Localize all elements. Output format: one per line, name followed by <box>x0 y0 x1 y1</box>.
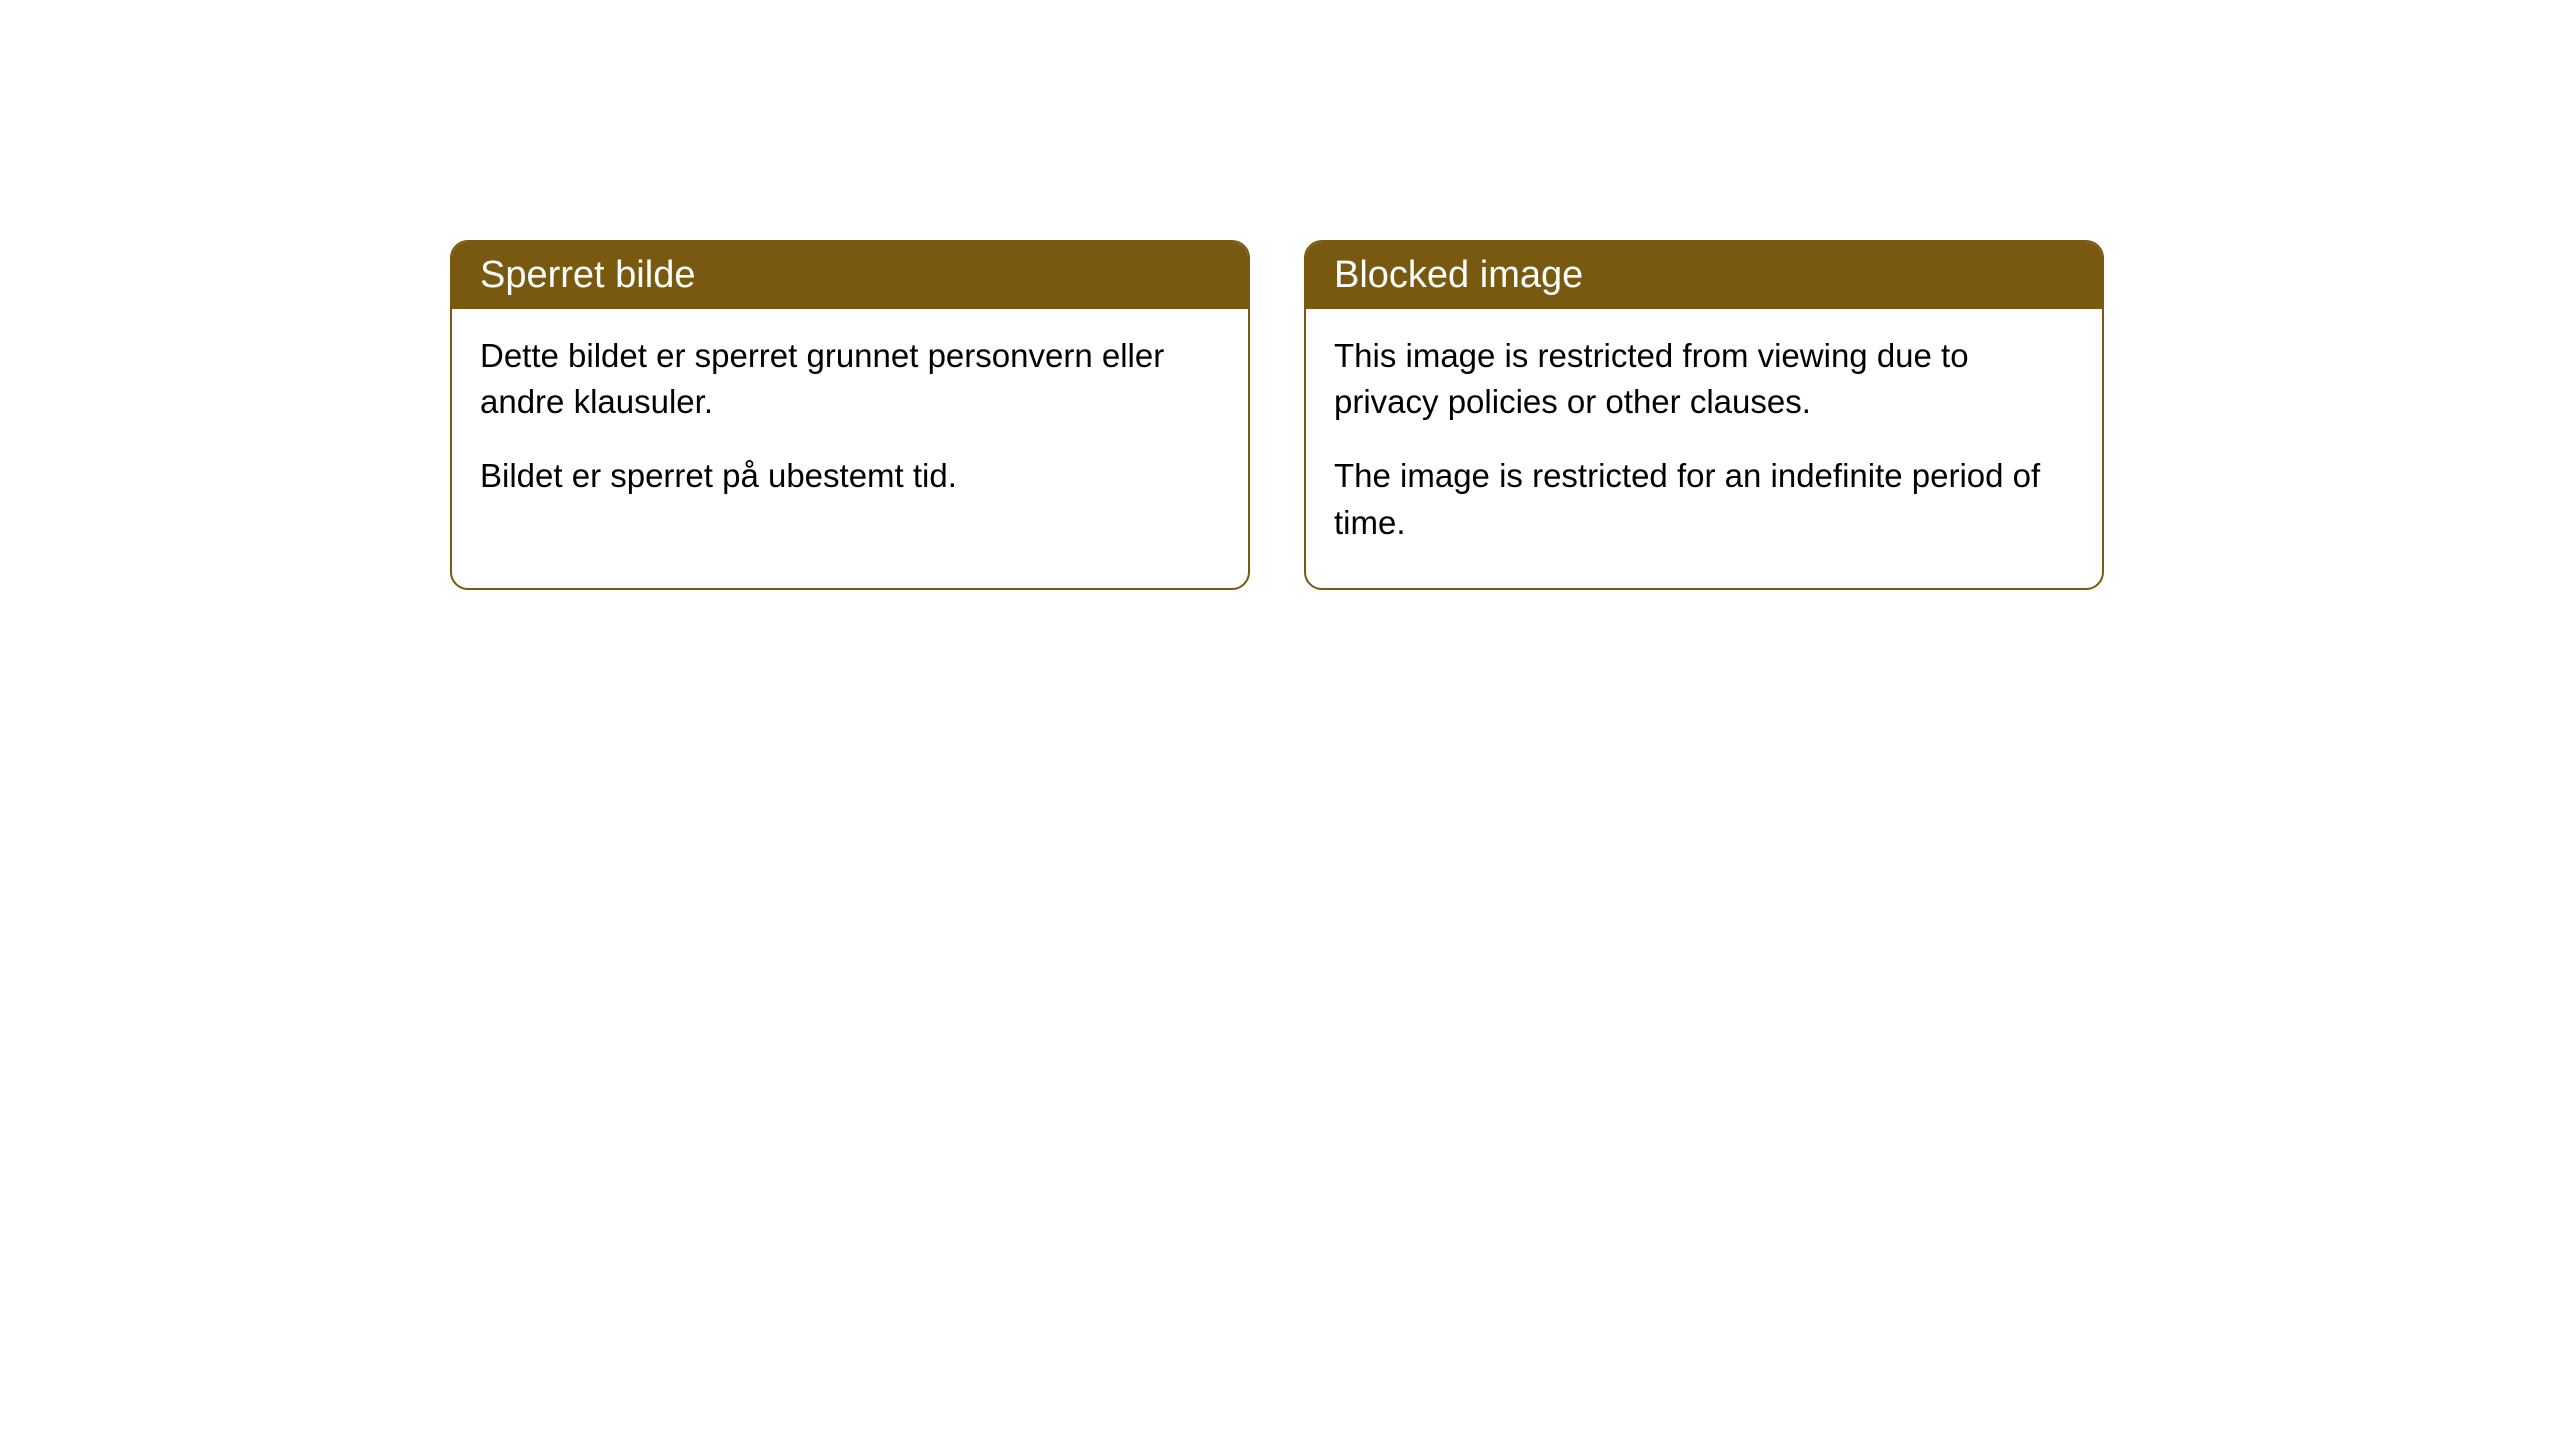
card-paragraph: Dette bildet er sperret grunnet personve… <box>480 333 1220 425</box>
card-title: Sperret bilde <box>480 254 695 296</box>
card-body-norwegian: Dette bildet er sperret grunnet personve… <box>452 309 1248 542</box>
notice-card-norwegian: Sperret bilde Dette bildet er sperret gr… <box>450 240 1250 590</box>
card-paragraph: The image is restricted for an indefinit… <box>1334 453 2074 545</box>
notice-cards-container: Sperret bilde Dette bildet er sperret gr… <box>450 240 2104 590</box>
card-header-norwegian: Sperret bilde <box>452 242 1248 309</box>
card-paragraph: Bildet er sperret på ubestemt tid. <box>480 453 1220 499</box>
notice-card-english: Blocked image This image is restricted f… <box>1304 240 2104 590</box>
card-paragraph: This image is restricted from viewing du… <box>1334 333 2074 425</box>
card-body-english: This image is restricted from viewing du… <box>1306 309 2102 588</box>
card-title: Blocked image <box>1334 254 1583 296</box>
card-header-english: Blocked image <box>1306 242 2102 309</box>
